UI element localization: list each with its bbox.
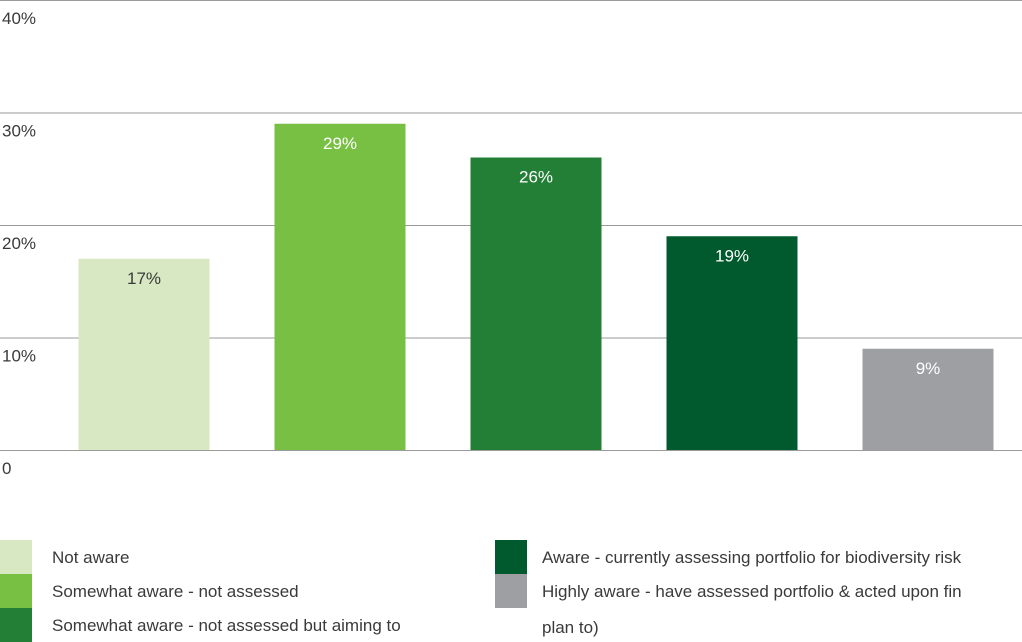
legend-column-left: Not aware Somewhat aware - not assessed … xyxy=(0,540,470,642)
legend: Not aware Somewhat aware - not assessed … xyxy=(0,540,1022,642)
legend-item-aware-assessing: Aware - currently assessing portfolio fo… xyxy=(495,540,1022,574)
y-tick-label: 20% xyxy=(2,234,36,253)
legend-label: Somewhat aware - not assessed but aiming… xyxy=(52,616,401,635)
legend-label: Somewhat aware - not assessed xyxy=(52,582,299,601)
bar-value-label: 19% xyxy=(715,246,749,265)
legend-label: Aware - currently assessing portfolio fo… xyxy=(542,548,962,567)
legend-label: Not aware xyxy=(52,548,130,567)
y-tick-label: 30% xyxy=(2,122,36,141)
bar xyxy=(470,157,602,450)
bar xyxy=(274,123,406,450)
bar xyxy=(862,348,994,450)
legend-swatch xyxy=(495,574,527,608)
legend-swatch xyxy=(0,540,32,574)
legend-label-continuation: plan to) xyxy=(542,618,599,637)
bar-value-label: 9% xyxy=(916,359,941,378)
bar xyxy=(78,258,210,450)
y-tick-label: 0 xyxy=(2,459,11,478)
bar-value-label: 29% xyxy=(323,134,357,153)
legend-item-highly-aware: Highly aware - have assessed portfolio &… xyxy=(495,574,1022,608)
legend-label: Highly aware - have assessed portfolio &… xyxy=(542,582,962,601)
legend-swatch xyxy=(0,574,32,608)
legend-item-somewhat-aware: Somewhat aware - not assessed xyxy=(0,574,470,608)
bar-chart: 0 10% 20% 30% 40% 17% 29% 26% 19% 9% xyxy=(0,0,1022,478)
legend-column-right: Aware - currently assessing portfolio fo… xyxy=(495,540,1022,637)
y-tick-label: 40% xyxy=(2,9,36,28)
y-tick-label: 10% xyxy=(2,347,36,366)
legend-item-somewhat-aware-aiming: Somewhat aware - not assessed but aiming… xyxy=(0,608,470,642)
bar-value-label: 17% xyxy=(127,269,161,288)
legend-swatch xyxy=(495,540,527,574)
bar-value-label: 26% xyxy=(519,168,553,187)
legend-item-not-aware: Not aware xyxy=(0,540,470,574)
bar xyxy=(666,236,798,450)
legend-swatch xyxy=(0,608,32,642)
